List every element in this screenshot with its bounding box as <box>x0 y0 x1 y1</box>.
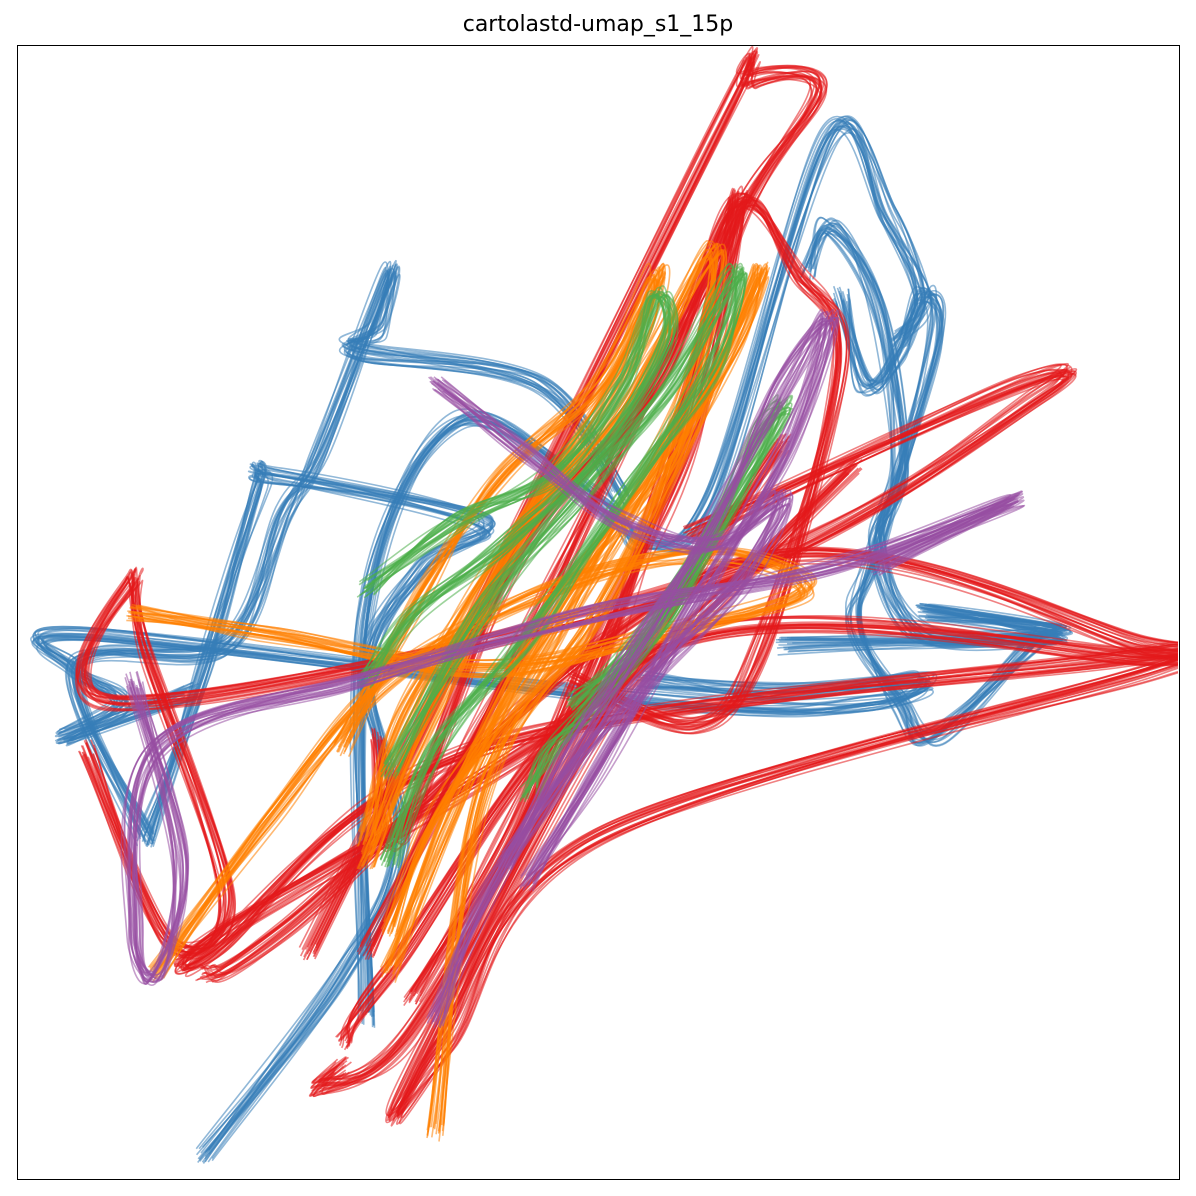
series-1 <box>75 46 1178 1127</box>
trajectory-line <box>75 373 1077 957</box>
trajectory-line <box>384 272 746 868</box>
trajectory-line <box>363 121 917 1026</box>
trajectory-line <box>379 197 837 840</box>
trajectory-line <box>74 261 627 844</box>
trajectory-line <box>346 443 1178 1121</box>
trajectory-line <box>430 388 787 1025</box>
trajectory-line <box>370 197 730 1005</box>
trajectory-line <box>69 270 622 846</box>
trajectory-line <box>512 311 825 877</box>
trajectory-line <box>379 266 735 860</box>
trajectory-line <box>128 493 1024 980</box>
trajectory-line <box>364 285 670 675</box>
trajectory-line <box>128 503 1013 978</box>
trajectory-line <box>77 369 1062 955</box>
chart-title: cartolastd-umap_s1_15p <box>462 12 734 37</box>
plot-area <box>17 45 1180 1180</box>
trajectory-line <box>505 308 824 877</box>
trajectory-plot <box>30 46 1178 1164</box>
trajectory-line <box>501 310 829 891</box>
trajectory-line <box>781 217 1074 652</box>
trajectory-line <box>388 265 769 1133</box>
trajectory-line <box>132 500 1008 982</box>
trajectory-line <box>120 490 1023 984</box>
trajectory-line <box>356 293 671 681</box>
trajectory-line <box>70 264 621 835</box>
trajectory-line <box>360 286 667 686</box>
trajectory-line <box>387 272 756 1128</box>
trajectory-line <box>506 320 832 890</box>
series-4 <box>120 308 1025 1029</box>
trajectory-line <box>391 266 766 1136</box>
trajectory-line <box>81 270 624 844</box>
trajectory-line <box>360 293 671 674</box>
trajectory-line <box>145 468 486 1151</box>
